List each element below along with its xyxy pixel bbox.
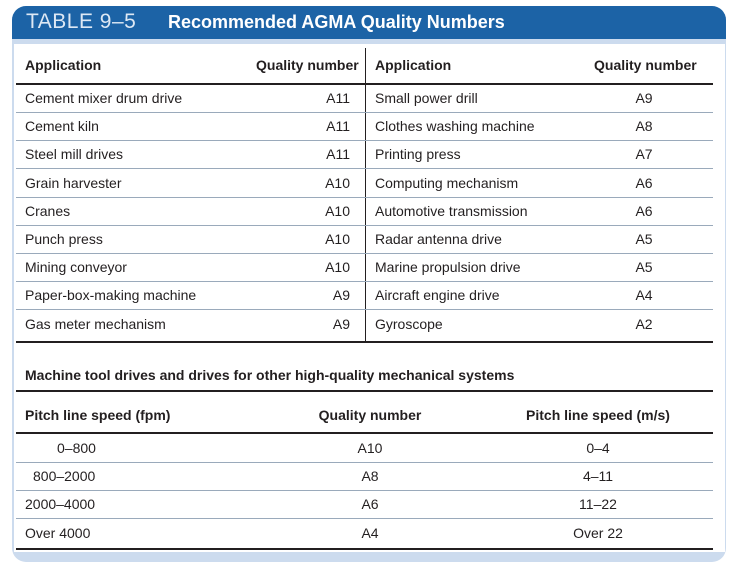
application-cell: Grain harvester <box>25 174 122 191</box>
row-divider <box>16 281 713 283</box>
table-number: TABLE 9–5 <box>26 10 137 33</box>
row-divider <box>16 462 713 463</box>
table1-bottom-rule <box>16 341 713 343</box>
application-cell: Radar antenna drive <box>375 231 502 247</box>
table2-caption: Machine tool drives and drives for other… <box>25 367 515 383</box>
header-pitch-fpm: Pitch line speed (fpm) <box>25 407 171 423</box>
row-divider <box>16 168 713 170</box>
application-cell: Gyroscope <box>375 315 443 332</box>
header-rule <box>16 83 713 85</box>
quality-number-cell: A2 <box>635 315 653 332</box>
row-divider <box>16 518 713 520</box>
quality-number-cell: A6 <box>635 174 653 191</box>
column-divider <box>365 48 366 342</box>
header-application-1: Application <box>25 57 102 73</box>
quality-number-cell: A10 <box>325 202 350 219</box>
pitch-ms-cell: Over 22 <box>573 524 623 541</box>
pitch-fpm-cell: 2000–4000 <box>25 496 96 513</box>
application-cell: Punch press <box>25 231 103 247</box>
quality-number-cell: A10 <box>325 174 350 191</box>
quality-number-cell: A11 <box>326 90 350 106</box>
application-cell: Marine propulsion drive <box>375 259 521 276</box>
pitch-ms-cell: 0–4 <box>586 440 610 456</box>
application-cell: Cement mixer drum drive <box>25 90 183 106</box>
table2-header-rule <box>16 432 713 434</box>
application-cell: Mining conveyor <box>25 259 127 276</box>
quality-number-cell: A9 <box>332 287 350 304</box>
quality-number-cell: A5 <box>635 231 653 247</box>
quality-number-cell: A7 <box>635 146 653 163</box>
application-cell: Clothes washing machine <box>375 118 535 135</box>
table-title: Recommended AGMA Quality Numbers <box>168 12 505 32</box>
quality-number-cell: A9 <box>635 90 653 106</box>
row-divider <box>16 253 713 254</box>
header-application-2: Application <box>375 57 452 73</box>
pitch-ms-cell: 11–22 <box>579 496 617 513</box>
pitch-fpm-cell: 800–2000 <box>33 468 96 485</box>
quality-number-cell: A10 <box>325 259 350 276</box>
quality-number-cell: A4 <box>635 287 653 304</box>
pitch-fpm-cell: Over 4000 <box>25 524 91 541</box>
application-cell: Computing mechanism <box>375 174 519 191</box>
quality-number-cell: A10 <box>357 440 383 456</box>
application-cell: Small power drill <box>375 90 478 106</box>
application-cell: Cement kiln <box>25 118 99 135</box>
quality-number-cell: A8 <box>635 118 653 135</box>
pitch-ms-cell: 4–11 <box>582 468 614 485</box>
pitch-fpm-cell: 0–800 <box>57 440 96 456</box>
title-bar <box>12 6 726 39</box>
caption-rule <box>16 390 713 392</box>
application-cell: Printing press <box>375 146 461 163</box>
quality-number-cell: A11 <box>326 146 350 163</box>
row-divider <box>16 140 713 142</box>
quality-number-cell: A6 <box>635 202 653 219</box>
quality-number-cell: A5 <box>635 259 653 276</box>
application-cell: Aircraft engine drive <box>375 287 500 304</box>
application-cell: Steel mill drives <box>25 146 124 163</box>
row-divider <box>16 309 713 311</box>
quality-number-cell: A9 <box>332 315 350 332</box>
application-cell: Gas meter mechanism <box>25 315 166 332</box>
quality-number-cell: A8 <box>361 468 379 485</box>
header-quality-number-3: Quality number <box>318 407 422 423</box>
table2-bottom-rule <box>16 548 713 550</box>
row-divider <box>16 196 713 198</box>
header-quality-number-2: Quality number <box>594 57 697 73</box>
header-pitch-ms: Pitch line speed (m/s) <box>526 407 670 423</box>
quality-number-cell: A10 <box>325 231 350 247</box>
row-divider <box>16 112 713 113</box>
application-cell: Cranes <box>25 202 71 219</box>
application-cell: Paper-box-making machine <box>25 287 197 304</box>
row-divider <box>16 224 713 226</box>
application-cell: Automotive transmission <box>375 202 528 219</box>
quality-number-cell: A6 <box>361 496 379 513</box>
quality-number-cell: A11 <box>326 118 350 135</box>
row-divider <box>16 490 713 492</box>
header-quality-number-1: Quality number <box>256 57 359 73</box>
quality-number-cell: A4 <box>361 524 379 541</box>
table-panel <box>14 44 725 552</box>
